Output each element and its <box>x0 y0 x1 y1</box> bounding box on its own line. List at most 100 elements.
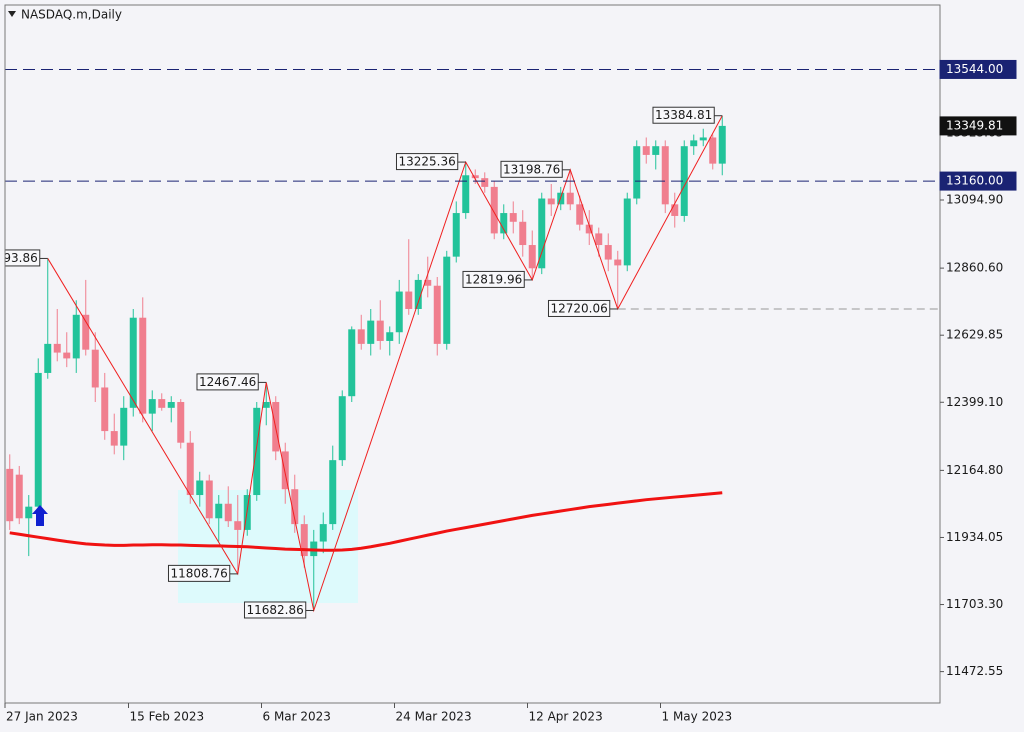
x-tick-label: 12 Apr 2023 <box>529 710 603 724</box>
candle-body <box>53 343 61 353</box>
candle-body <box>338 396 346 461</box>
candle-body <box>167 402 175 408</box>
zigzag-label: 12819.96 <box>465 272 522 286</box>
zigzag-label: 13384.81 <box>655 108 712 122</box>
moving-average <box>9 491 723 552</box>
candle-body <box>120 407 128 446</box>
candle-body <box>281 451 289 490</box>
candle-body <box>538 198 546 269</box>
candle-body <box>6 468 14 522</box>
y-tick-label: 11472.55 <box>946 664 1003 678</box>
candle-body <box>129 317 137 408</box>
candle-body <box>405 291 413 309</box>
candle-body <box>424 279 432 286</box>
candle-body <box>101 387 109 432</box>
candle-body <box>443 256 451 344</box>
candle-body <box>25 506 33 519</box>
level-label: 13544.00 <box>946 62 1003 76</box>
zigzag-label: 13225.36 <box>398 155 455 169</box>
candle-body <box>357 329 365 344</box>
candle-body <box>63 352 71 359</box>
level-label: 13160.00 <box>946 174 1003 188</box>
candle-body <box>547 198 555 205</box>
zigzag-label: 13198.76 <box>503 162 560 176</box>
candle-body <box>595 233 603 246</box>
candle-body <box>186 442 194 496</box>
y-tick-label: 12164.80 <box>946 463 1003 477</box>
candle-body <box>633 146 641 199</box>
candle-body <box>348 329 356 397</box>
x-tick-label: 6 Mar 2023 <box>263 710 331 724</box>
candle-body <box>471 175 479 179</box>
y-tick-label: 12860.60 <box>946 261 1003 275</box>
y-tick-label: 13094.90 <box>946 193 1003 207</box>
candle-body <box>718 125 726 164</box>
y-tick-label: 12629.85 <box>946 328 1003 342</box>
zigzag-label: 11808.76 <box>170 566 227 580</box>
candle-body <box>196 480 204 496</box>
candle-body <box>253 407 261 496</box>
candle-body <box>576 204 584 225</box>
candle-body <box>224 503 232 522</box>
candle-body <box>91 349 99 388</box>
candle-body <box>158 399 166 408</box>
candle-body <box>148 399 156 414</box>
last-price-label-box <box>939 116 1017 136</box>
candle-body <box>623 198 631 266</box>
candle-body <box>395 291 403 333</box>
candle-body <box>481 178 489 187</box>
candle-body <box>566 192 574 205</box>
candle-body <box>452 213 460 257</box>
candle-body <box>139 317 147 414</box>
zigzag-label: 12467.46 <box>199 375 256 389</box>
candle-body <box>262 402 270 408</box>
candle-body <box>367 320 375 344</box>
candle-body <box>234 521 242 530</box>
candle-body <box>44 343 52 373</box>
candle-body <box>319 524 327 542</box>
candle-body <box>614 259 622 266</box>
candle-body <box>690 140 698 147</box>
candle-body <box>699 137 707 141</box>
candle-body <box>72 314 80 359</box>
candle-body <box>15 474 23 519</box>
signal-arrow <box>32 505 48 526</box>
x-tick-label: 15 Feb 2023 <box>130 710 205 724</box>
candle-body <box>490 186 498 234</box>
candle-body <box>82 314 90 350</box>
candle-body <box>329 460 337 525</box>
candle-body <box>433 285 441 344</box>
y-tick-label: 11703.30 <box>946 597 1003 611</box>
candle-body <box>177 402 185 443</box>
candle-body <box>205 480 213 519</box>
candle-body <box>34 372 42 507</box>
candle-body <box>376 320 384 341</box>
x-tick-label: 1 May 2023 <box>662 710 733 724</box>
plot-frame <box>4 4 941 704</box>
level-label-box <box>939 59 1017 79</box>
candle-body <box>462 175 470 214</box>
candle-body <box>528 245 536 269</box>
y-tick-label: 11934.05 <box>946 530 1003 544</box>
candle-body <box>661 146 669 205</box>
candle-body <box>642 146 650 155</box>
candle-body <box>680 146 688 216</box>
candle-body <box>110 431 118 446</box>
candle-body <box>519 221 527 246</box>
candle-body <box>585 224 593 234</box>
candle-body <box>509 213 517 222</box>
zigzag-label: 11682.86 <box>246 603 303 617</box>
y-tick-label: 12399.10 <box>946 395 1003 409</box>
zigzag-label: 12893.86 <box>0 251 38 265</box>
chart-title: NASDAQ.m,Daily <box>21 8 122 22</box>
candle-body <box>604 245 612 260</box>
title-marker <box>8 11 16 17</box>
x-tick-label: 27 Jan 2023 <box>6 710 78 724</box>
candle-body <box>709 137 717 164</box>
zigzag-label: 12720.06 <box>550 301 607 315</box>
level-label-box <box>939 171 1017 191</box>
candle-body <box>500 213 508 234</box>
candle-body <box>414 279 422 309</box>
